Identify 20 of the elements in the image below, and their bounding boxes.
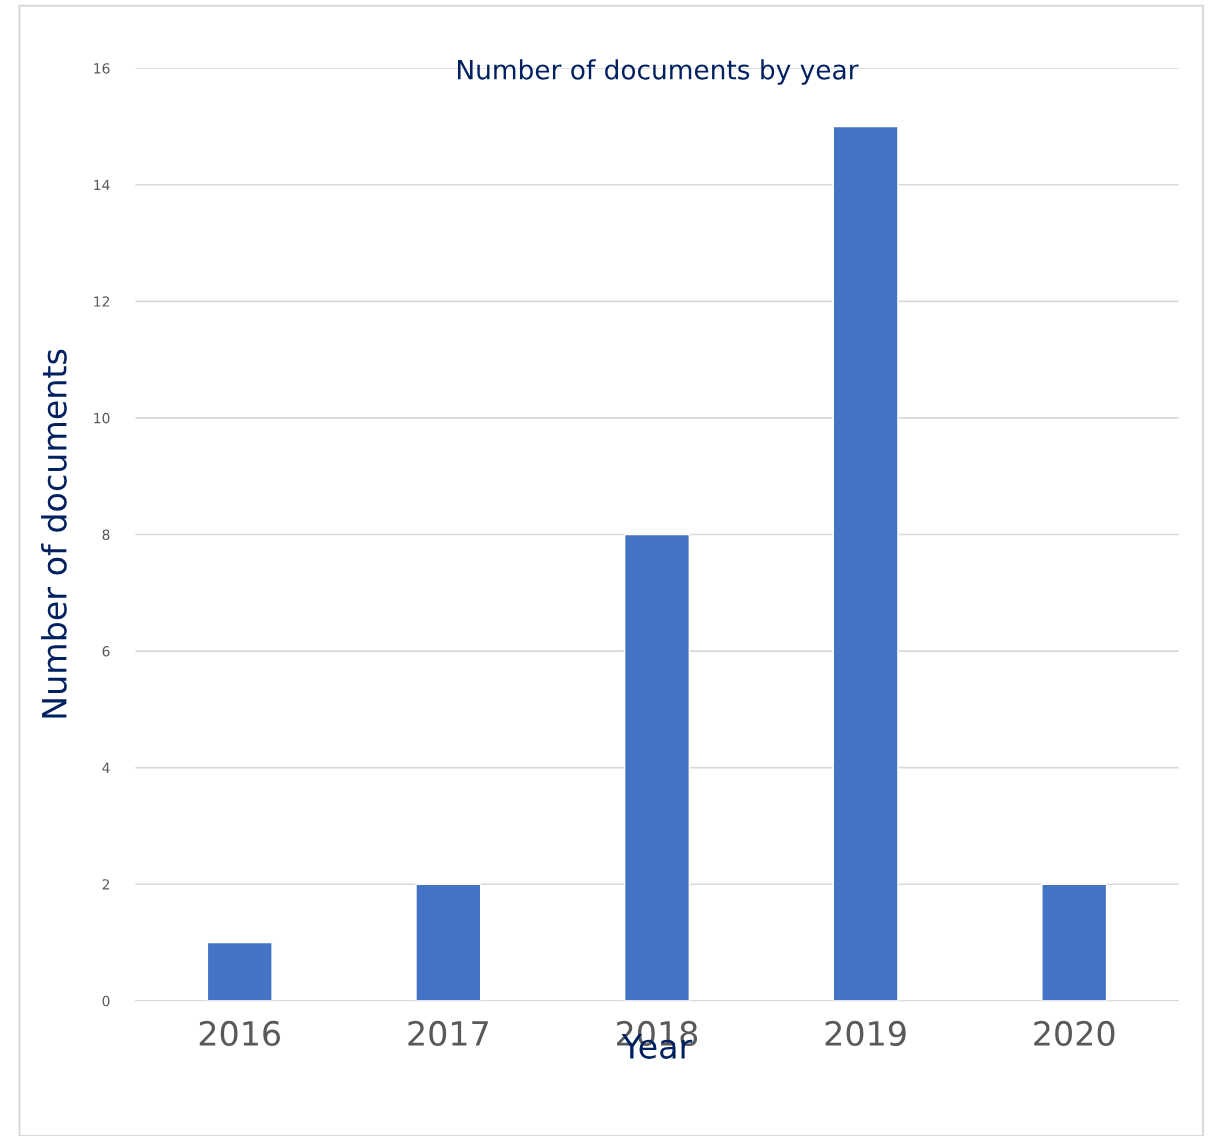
bar xyxy=(415,883,482,1001)
y-tick-label: 14 xyxy=(94,179,110,191)
y-tick-label: 12 xyxy=(94,296,110,307)
x-tick-label: 2019 xyxy=(825,1020,906,1047)
y-tick-label: 0 xyxy=(102,995,110,1007)
y-tick-label: 8 xyxy=(102,529,110,540)
bar xyxy=(623,533,691,1001)
y-tick-label: 4 xyxy=(102,762,110,773)
x-tick-label: 2017 xyxy=(408,1020,488,1047)
bar xyxy=(1041,883,1108,1001)
x-tick-label: 2020 xyxy=(1034,1020,1115,1047)
y-axis-title: Number of documents xyxy=(41,349,67,718)
y-tick-label: 2 xyxy=(102,879,110,890)
y-tick-label: 16 xyxy=(94,63,110,74)
y-tick-label: 10 xyxy=(94,412,110,424)
bar xyxy=(206,941,273,1001)
x-tick-label: 2016 xyxy=(199,1020,281,1047)
chart-title: Number of documents by year xyxy=(457,59,859,85)
y-tick-label: 6 xyxy=(102,646,110,657)
bar xyxy=(832,125,899,1001)
